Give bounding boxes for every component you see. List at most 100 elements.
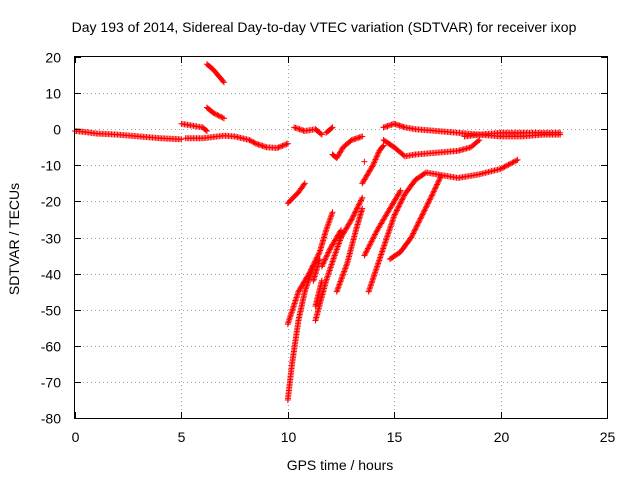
data-point <box>325 271 332 278</box>
data-point <box>399 196 406 203</box>
data-point <box>323 225 330 232</box>
data-point <box>501 163 508 170</box>
data-point <box>202 127 209 134</box>
data-point <box>323 276 330 283</box>
data-point <box>376 255 383 262</box>
data-point <box>502 163 509 170</box>
data-point <box>337 278 344 285</box>
data-point <box>325 221 332 228</box>
data-point <box>249 138 256 145</box>
data-point <box>324 274 331 281</box>
data-point <box>388 221 395 228</box>
series-arc-21 <box>380 137 483 160</box>
data-point <box>212 111 219 118</box>
series-arc-14 <box>312 277 325 310</box>
series-arc-24 <box>461 129 564 140</box>
data-point <box>324 252 331 259</box>
data-point <box>376 257 383 264</box>
series-arc-20 <box>365 156 521 295</box>
data-point <box>220 115 227 122</box>
data-point <box>328 125 335 132</box>
data-point <box>385 230 392 237</box>
data-point <box>336 239 343 246</box>
data-point <box>425 199 432 206</box>
data-point <box>178 136 185 143</box>
data-point <box>413 223 420 230</box>
data-point <box>433 182 440 189</box>
data-point <box>388 220 395 227</box>
data-point <box>320 260 327 267</box>
data-point <box>302 287 309 294</box>
data-point <box>357 198 364 205</box>
data-point <box>326 267 333 274</box>
data-point <box>431 187 438 194</box>
series-arc-8 <box>323 124 336 136</box>
data-point <box>372 231 379 238</box>
data-point <box>300 181 307 188</box>
data-point <box>371 157 378 164</box>
data-point <box>411 227 418 234</box>
data-point <box>341 268 348 275</box>
data-point <box>506 161 513 168</box>
data-point <box>428 193 435 200</box>
y-axis-label: SDTVAR / TECUs <box>6 183 22 295</box>
data-point <box>365 244 372 251</box>
data-point <box>339 274 346 281</box>
data-point <box>364 246 371 253</box>
y-tick-label: 20 <box>45 50 61 66</box>
data-point <box>416 216 423 223</box>
data-point <box>329 259 336 266</box>
data-point <box>331 254 338 261</box>
data-point <box>278 143 285 150</box>
data-point <box>378 251 385 258</box>
data-point <box>396 202 403 209</box>
data-point <box>436 175 443 182</box>
data-point <box>369 163 376 170</box>
data-point <box>283 141 290 148</box>
data-point <box>375 258 382 265</box>
data-point <box>326 246 333 253</box>
data-point <box>500 164 507 171</box>
data-point <box>250 139 257 146</box>
data-point <box>354 204 361 211</box>
data-point <box>385 229 392 236</box>
data-point <box>352 208 359 215</box>
data-point <box>340 269 347 276</box>
data-point <box>383 236 390 243</box>
data-point <box>321 257 328 264</box>
data-point <box>331 252 338 259</box>
data-point <box>323 253 330 260</box>
data-point <box>347 138 354 145</box>
data-point <box>368 279 375 286</box>
data-point <box>397 199 404 206</box>
data-point <box>434 181 441 188</box>
data-point <box>420 208 427 215</box>
data-point <box>504 162 511 169</box>
data-point <box>324 273 331 280</box>
data-point <box>348 216 355 223</box>
data-point <box>428 192 435 199</box>
data-point <box>340 271 347 278</box>
data-point <box>386 227 393 234</box>
data-point <box>306 269 313 276</box>
data-point <box>417 215 424 222</box>
data-point <box>323 227 330 234</box>
data-point <box>427 195 434 202</box>
data-point <box>369 237 376 244</box>
data-point <box>399 195 406 202</box>
data-point <box>418 212 425 219</box>
series-arc-9 <box>329 133 366 162</box>
data-point <box>353 205 360 212</box>
data-point <box>325 219 332 226</box>
series-arc-23 <box>386 173 445 263</box>
data-point <box>424 200 431 207</box>
data-point <box>419 211 426 218</box>
data-point <box>381 241 388 248</box>
data-point <box>328 212 335 219</box>
data-point <box>328 262 335 269</box>
data-point <box>333 246 340 253</box>
data-point <box>414 220 421 227</box>
series-arc-13 <box>312 194 366 324</box>
data-point <box>397 187 404 194</box>
data-point <box>310 262 317 269</box>
